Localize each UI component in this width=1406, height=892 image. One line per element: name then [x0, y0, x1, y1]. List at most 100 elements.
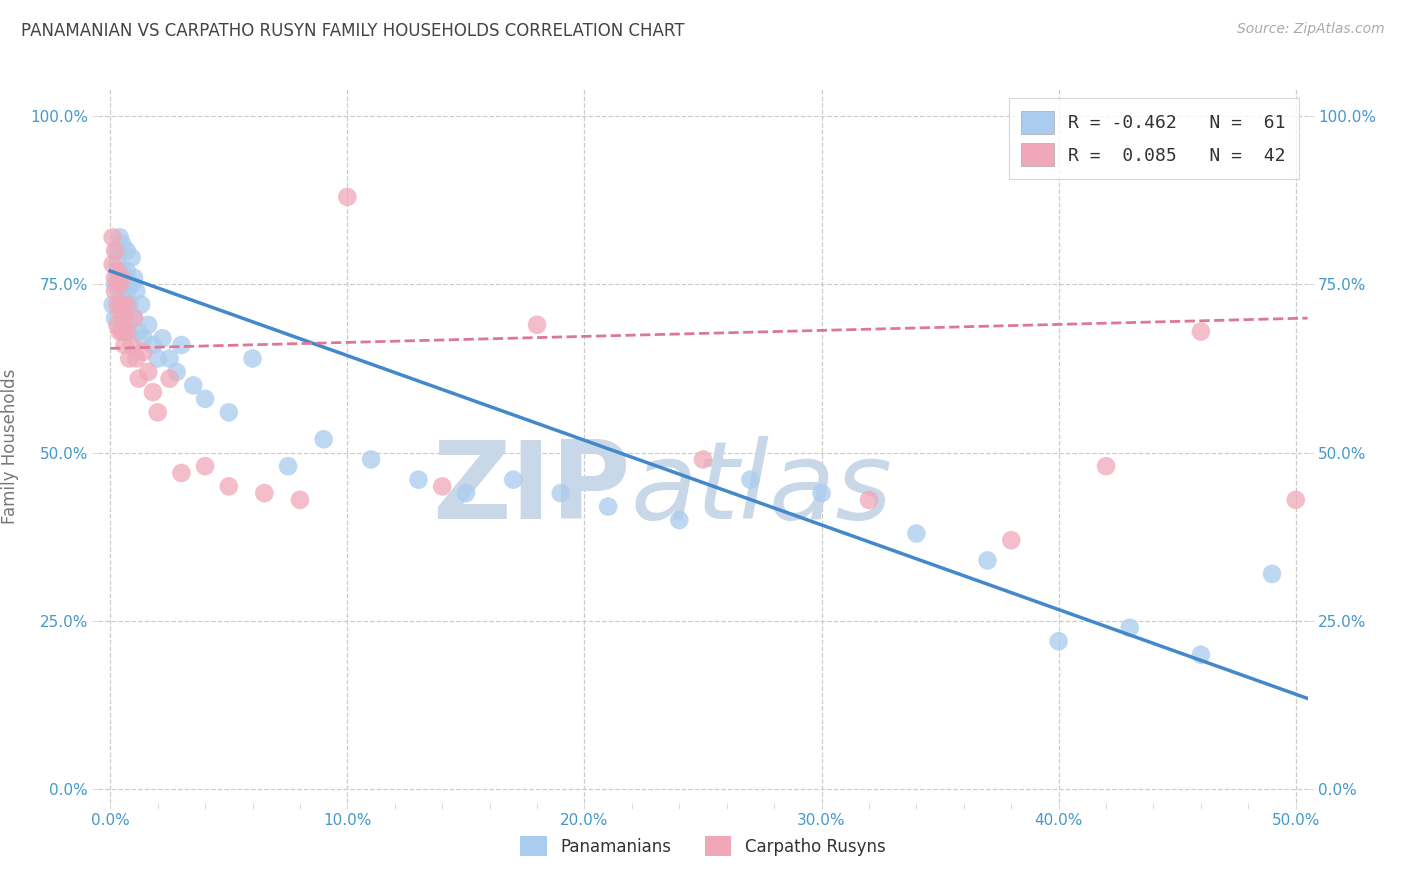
Point	[104, 277, 127, 292]
Text: PANAMANIAN VS CARPATHO RUSYN FAMILY HOUSEHOLDS CORRELATION CHART: PANAMANIAN VS CARPATHO RUSYN FAMILY HOUS…	[21, 22, 685, 40]
Point	[159, 372, 181, 386]
Point	[115, 284, 138, 298]
Point	[108, 291, 131, 305]
Point	[454, 486, 477, 500]
Point	[336, 190, 359, 204]
Point	[360, 452, 382, 467]
Point	[146, 405, 169, 419]
Point	[111, 270, 134, 285]
Point	[105, 244, 128, 258]
Point	[122, 270, 145, 285]
Text: atlas: atlas	[630, 436, 893, 541]
Y-axis label: Family Households: Family Households	[1, 368, 18, 524]
Point	[136, 365, 159, 379]
Point	[976, 553, 998, 567]
Point	[104, 311, 127, 326]
Point	[668, 513, 690, 527]
Point	[277, 459, 299, 474]
Point	[118, 325, 141, 339]
Point	[111, 298, 134, 312]
Point	[121, 338, 143, 352]
Point	[104, 284, 127, 298]
Point	[128, 325, 150, 339]
Point	[114, 298, 136, 312]
Point	[598, 500, 620, 514]
Point	[170, 466, 193, 480]
Point	[502, 473, 524, 487]
Point	[108, 230, 131, 244]
Point	[194, 392, 217, 406]
Point	[526, 318, 548, 332]
Point	[108, 277, 131, 292]
Point	[114, 277, 136, 292]
Point	[114, 338, 136, 352]
Point	[194, 459, 217, 474]
Point	[105, 298, 128, 312]
Point	[114, 325, 136, 339]
Point	[132, 344, 155, 359]
Point	[740, 473, 762, 487]
Point	[810, 486, 832, 500]
Point	[142, 385, 165, 400]
Point	[111, 264, 134, 278]
Point	[108, 270, 131, 285]
Point	[1308, 695, 1330, 709]
Point	[115, 244, 138, 258]
Point	[1189, 325, 1212, 339]
Point	[101, 257, 124, 271]
Point	[128, 372, 150, 386]
Point	[115, 325, 138, 339]
Point	[146, 351, 169, 366]
Text: Source: ZipAtlas.com: Source: ZipAtlas.com	[1237, 22, 1385, 37]
Point	[1119, 621, 1142, 635]
Point	[111, 318, 134, 332]
Point	[181, 378, 204, 392]
Point	[159, 351, 181, 366]
Point	[432, 479, 454, 493]
Point	[104, 244, 127, 258]
Point	[111, 237, 134, 252]
Point	[1000, 533, 1022, 548]
Point	[905, 526, 928, 541]
Point	[408, 473, 430, 487]
Point	[114, 311, 136, 326]
Point	[108, 304, 131, 318]
Point	[104, 270, 127, 285]
Point	[1047, 634, 1070, 648]
Text: ZIP: ZIP	[432, 436, 630, 541]
Point	[1261, 566, 1284, 581]
Point	[692, 452, 714, 467]
Point	[1355, 566, 1378, 581]
Point	[105, 257, 128, 271]
Point	[121, 277, 143, 292]
Point	[118, 298, 141, 312]
Point	[121, 251, 143, 265]
Point	[132, 331, 155, 345]
Point	[118, 351, 141, 366]
Point	[101, 298, 124, 312]
Point	[122, 311, 145, 326]
Point	[122, 311, 145, 326]
Point	[115, 264, 138, 278]
Point	[242, 351, 264, 366]
Point	[858, 492, 880, 507]
Point	[253, 486, 276, 500]
Point	[170, 338, 193, 352]
Point	[550, 486, 572, 500]
Point	[125, 351, 148, 366]
Point	[111, 325, 134, 339]
Point	[101, 230, 124, 244]
Point	[108, 325, 131, 339]
Point	[218, 479, 240, 493]
Point	[1285, 492, 1308, 507]
Point	[136, 318, 159, 332]
Point	[105, 264, 128, 278]
Point	[312, 432, 335, 446]
Point	[152, 331, 174, 345]
Point	[125, 284, 148, 298]
Point	[142, 338, 165, 352]
Point	[1189, 648, 1212, 662]
Point	[105, 318, 128, 332]
Legend: Panamanians, Carpatho Rusyns: Panamanians, Carpatho Rusyns	[513, 830, 893, 863]
Point	[1095, 459, 1118, 474]
